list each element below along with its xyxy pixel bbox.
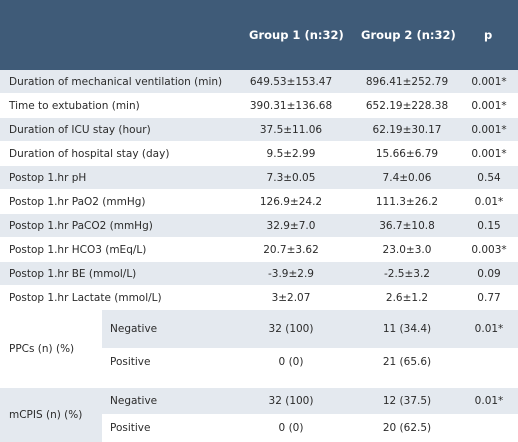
row-group2-value: 2.6±1.2 [385,292,429,304]
row-group2-value: 15.66±6.79 [375,148,439,160]
row-p-value: 0.54 [477,172,501,184]
table-row: Postop 1.hr Lactate (mmol/L) 3±2.07 2.6±… [0,286,518,310]
row-group1-value: 7.3±0.05 [266,172,316,184]
row-group2-value: 896.41±252.79 [365,76,449,88]
row-p-value: 0.001* [471,100,507,112]
row-group1-value: 32 (100) [268,395,314,407]
row-label: Postop 1.hr PaO2 (mmHg) [9,196,146,208]
group-label: mCPIS (n) (%) [9,409,83,421]
subrow-label: Positive [110,356,151,368]
row-group1-value: -3.9±2.9 [268,268,314,280]
row-group1-value: 37.5±11.06 [259,124,323,136]
row-group2-value: -2.5±3.2 [384,268,430,280]
row-p-value [466,349,512,375]
table-row: Negative 32 (100) 11 (34.4) 0.01* [102,310,518,349]
row-group1-value: 390.31±136.68 [249,100,333,112]
row-group1-value: 3±2.07 [271,292,311,304]
row-label: Duration of hospital stay (day) [9,148,170,160]
row-group1-value: 0 (0) [278,422,304,434]
row-p-value: 0.01* [474,395,504,407]
row-p-value: 0.01* [474,323,504,335]
subrow-label: Positive [110,422,151,434]
header-group2: Group 2 (n:32) [361,28,456,42]
table-row: Duration of ICU stay (hour) 37.5±11.06 6… [0,118,518,142]
row-group1-value: 32.9±7.0 [266,220,316,232]
row-group2-value: 36.7±10.8 [379,220,435,232]
row-group1-value: 126.9±24.2 [259,196,323,208]
row-label: Duration of ICU stay (hour) [9,124,151,136]
row-label: Postop 1.hr PaCO2 (mmHg) [9,220,153,232]
row-group2-value: 7.4±0.06 [382,172,432,184]
row-group1-value: 32 (100) [268,323,314,335]
row-label: Postop 1.hr Lactate (mmol/L) [9,292,162,304]
group-ppcs: PPCs (n) (%) Negative 32 (100) 11 (34.4)… [0,310,518,388]
row-p-value: 0.001* [471,148,507,160]
row-group2-value: 111.3±26.2 [375,196,439,208]
table-row: Positive 0 (0) 21 (65.6) [102,349,518,375]
header-p: p [484,28,493,42]
row-group2-value: 23.0±3.0 [382,244,432,256]
row-p-value: 0.15 [477,220,501,232]
subrow-label: Negative [110,323,158,335]
table-row: Postop 1.hr BE (mmol/L) -3.9±2.9 -2.5±3.… [0,262,518,286]
table-row: Duration of hospital stay (day) 9.5±2.99… [0,142,518,166]
row-group1-value: 9.5±2.99 [266,148,316,160]
table-row: Negative 32 (100) 12 (37.5) 0.01* [102,388,518,415]
row-p-value: 0.09 [477,268,501,280]
row-p-value [466,415,512,442]
subrow-label: Negative [110,395,158,407]
row-group1-value: 0 (0) [278,356,304,368]
table-row: Postop 1.hr PaO2 (mmHg) 126.9±24.2 111.3… [0,190,518,214]
row-group2-value: 652.19±228.38 [365,100,449,112]
row-p-value: 0.003* [471,244,507,256]
header-group1: Group 1 (n:32) [249,28,344,42]
table-row: Postop 1.hr PaCO2 (mmHg) 32.9±7.0 36.7±1… [0,214,518,238]
row-group1-value: 649.53±153.47 [249,76,333,88]
row-group1-value: 20.7±3.62 [263,244,319,256]
table-row: Time to extubation (min) 390.31±136.68 6… [0,94,518,118]
row-p-value: 0.77 [477,292,501,304]
table-row: Postop 1.hr HCO3 (mEq/L) 20.7±3.62 23.0±… [0,238,518,262]
table-row: Positive 0 (0) 20 (62.5) [102,415,518,442]
table-row: Postop 1.hr pH 7.3±0.05 7.4±0.06 0.54 [0,166,518,190]
row-group2-value: 12 (37.5) [382,395,432,407]
row-group2-value: 21 (65.6) [382,356,432,368]
row-label: Postop 1.hr HCO3 (mEq/L) [9,244,147,256]
group-label: PPCs (n) (%) [9,343,75,355]
row-p-value: 0.001* [471,76,507,88]
row-label: Postop 1.hr BE (mmol/L) [9,268,137,280]
row-label: Duration of mechanical ventilation (min) [9,76,223,88]
row-label: Postop 1.hr pH [9,172,87,184]
group-mcpis: mCPIS (n) (%) Negative 32 (100) 12 (37.5… [0,388,518,442]
row-group2-value: 62.19±30.17 [372,124,442,136]
row-p-value: 0.01* [474,196,504,208]
table-header: Group 1 (n:32) Group 2 (n:32) p [0,0,518,70]
row-group2-value: 11 (34.4) [382,323,432,335]
row-group2-value: 20 (62.5) [382,422,432,434]
table-row: Duration of mechanical ventilation (min)… [0,70,518,94]
row-p-value: 0.001* [471,124,507,136]
row-label: Time to extubation (min) [9,100,140,112]
